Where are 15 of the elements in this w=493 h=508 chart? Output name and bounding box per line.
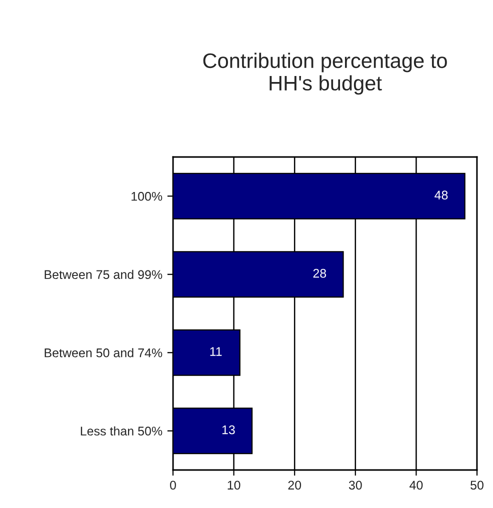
data-label: 28 [313,268,326,278]
data-label: 48 [434,190,448,200]
x-tick-label: 10 [228,480,240,490]
x-tick-label: 20 [288,480,302,490]
data-label: 13 [222,425,235,434]
y-tick-label: Between 75 and 99% [44,270,162,280]
x-tick-label: 40 [410,480,423,490]
y-tick-label: 100% [132,192,162,201]
chart-title: Contribution percentage to HH's budget [203,52,447,95]
y-tick-label: Between 50 and 74% [44,348,162,358]
data-label: 11 [210,347,222,356]
y-tick-label: Less than 50% [80,426,162,436]
x-tick-label: 30 [348,480,362,490]
x-tick-label: 50 [470,480,484,490]
x-tick-label: 0 [170,480,176,490]
